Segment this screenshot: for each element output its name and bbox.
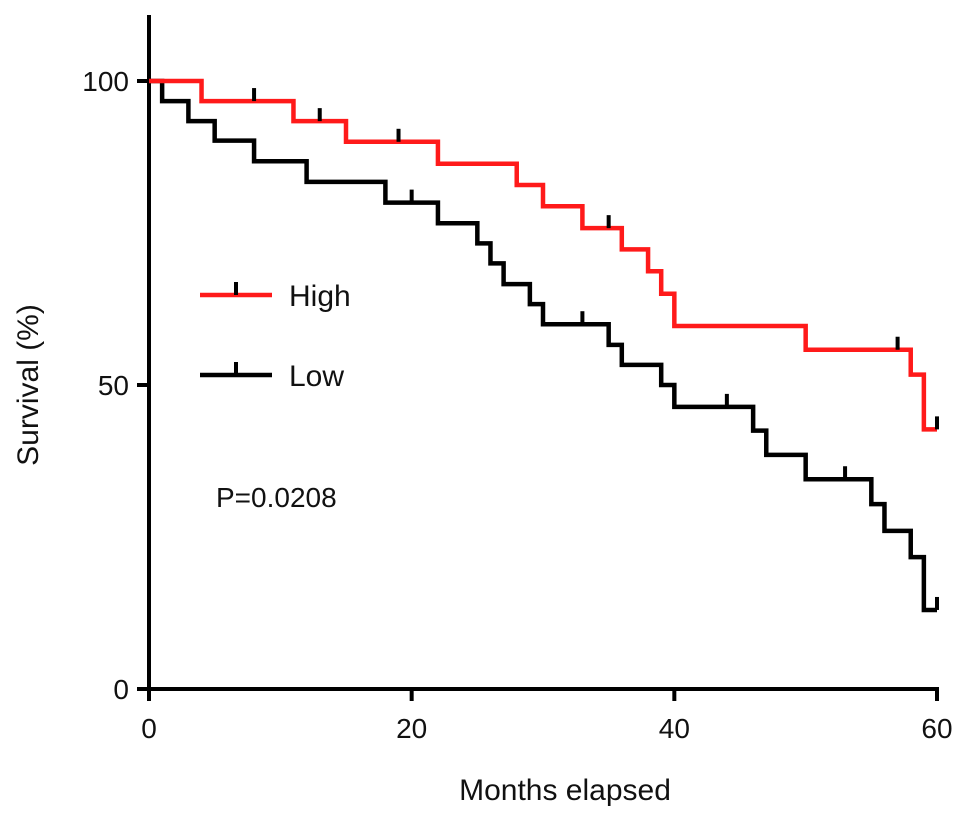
y-axis-label: Survival (%) (12, 304, 45, 466)
x-tick-label: 40 (659, 713, 690, 744)
y-tick-label: 0 (113, 674, 129, 705)
axes: 0 20 40 60 0 50 100 (82, 15, 953, 744)
curves (149, 78, 939, 613)
y-tick-label: 50 (98, 370, 129, 401)
survival-curve-low (149, 78, 937, 613)
p-value-annotation: P=0.0208 (216, 482, 337, 513)
legend-item-low: Low (200, 360, 344, 393)
legend-item-high: High (200, 280, 351, 313)
survival-curve-high (149, 78, 937, 432)
legend-label: Low (289, 360, 344, 393)
legend-label: High (289, 280, 351, 313)
y-tick-label: 100 (82, 66, 129, 97)
legend: High Low (200, 280, 351, 393)
x-tick-label: 20 (396, 713, 427, 744)
x-tick-label: 60 (921, 713, 952, 744)
x-tick-label: 0 (141, 713, 157, 744)
x-axis-label: Months elapsed (459, 774, 671, 807)
